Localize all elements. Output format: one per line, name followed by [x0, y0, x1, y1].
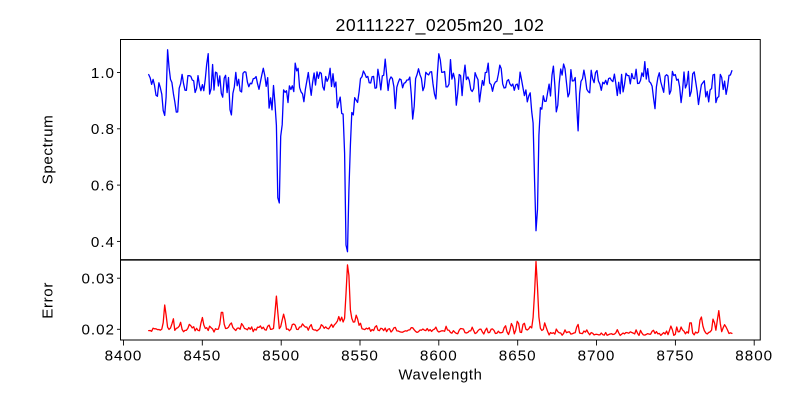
svg-text:Error: Error	[40, 282, 57, 319]
svg-text:0.02: 0.02	[81, 322, 115, 339]
svg-text:0.4: 0.4	[91, 234, 115, 251]
svg-text:0.8: 0.8	[91, 121, 115, 138]
svg-text:8700: 8700	[578, 348, 616, 365]
svg-text:8600: 8600	[420, 348, 458, 365]
svg-text:20111227_0205m20_102: 20111227_0205m20_102	[336, 15, 545, 36]
svg-text:8400: 8400	[105, 348, 143, 365]
svg-text:0.6: 0.6	[91, 178, 115, 195]
svg-text:8550: 8550	[341, 348, 379, 365]
svg-text:8450: 8450	[183, 348, 221, 365]
svg-text:1.0: 1.0	[91, 65, 115, 82]
svg-text:Spectrum: Spectrum	[40, 115, 57, 185]
svg-text:8500: 8500	[262, 348, 300, 365]
svg-text:Wavelength: Wavelength	[398, 367, 482, 383]
svg-text:8650: 8650	[499, 348, 537, 365]
svg-text:8800: 8800	[735, 348, 773, 365]
svg-text:8750: 8750	[657, 348, 695, 365]
svg-text:0.03: 0.03	[81, 271, 115, 288]
